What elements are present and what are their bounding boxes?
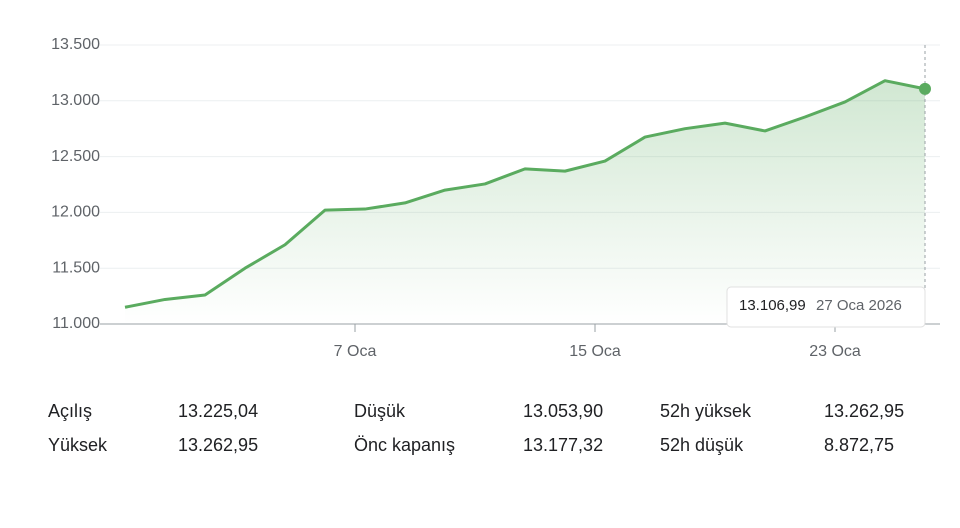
stat-label: 52h yüksek: [660, 401, 752, 421]
y-tick-label: 11.500: [52, 259, 100, 276]
tooltip-box: [726, 286, 926, 328]
stat-value: 13.053,90: [523, 401, 603, 421]
y-tick-label: 11.000: [52, 315, 100, 332]
y-tick-label: 13.500: [51, 36, 100, 53]
stat-value: 13.262,95: [824, 401, 904, 421]
stat-label: Düşük: [354, 401, 406, 421]
x-tick-label: 15 Oca: [569, 343, 621, 360]
y-tick-label: 12.500: [51, 148, 100, 165]
x-tick-label: 7 Oca: [334, 343, 377, 360]
stat-value: 8.872,75: [824, 435, 894, 455]
x-tick-label: 23 Oca: [809, 343, 861, 360]
stat-label: Açılış: [48, 401, 92, 421]
y-tick-label: 13.000: [51, 92, 100, 109]
tooltip-value: 13.106,99: [739, 297, 806, 314]
tooltip-date: 27 Oca 2026: [816, 297, 902, 314]
area: [125, 80, 925, 324]
stat-label: Önc kapanış: [354, 435, 455, 455]
stat-label: Yüksek: [48, 435, 108, 455]
stat-value: 13.177,32: [523, 435, 603, 455]
stat-label: 52h düşük: [660, 435, 744, 455]
stat-value: 13.262,95: [178, 435, 258, 455]
line: [124, 79, 926, 309]
last-point: [919, 82, 931, 95]
y-tick-label: 12.000: [51, 204, 100, 221]
stat-value: 13.225,04: [178, 401, 258, 421]
